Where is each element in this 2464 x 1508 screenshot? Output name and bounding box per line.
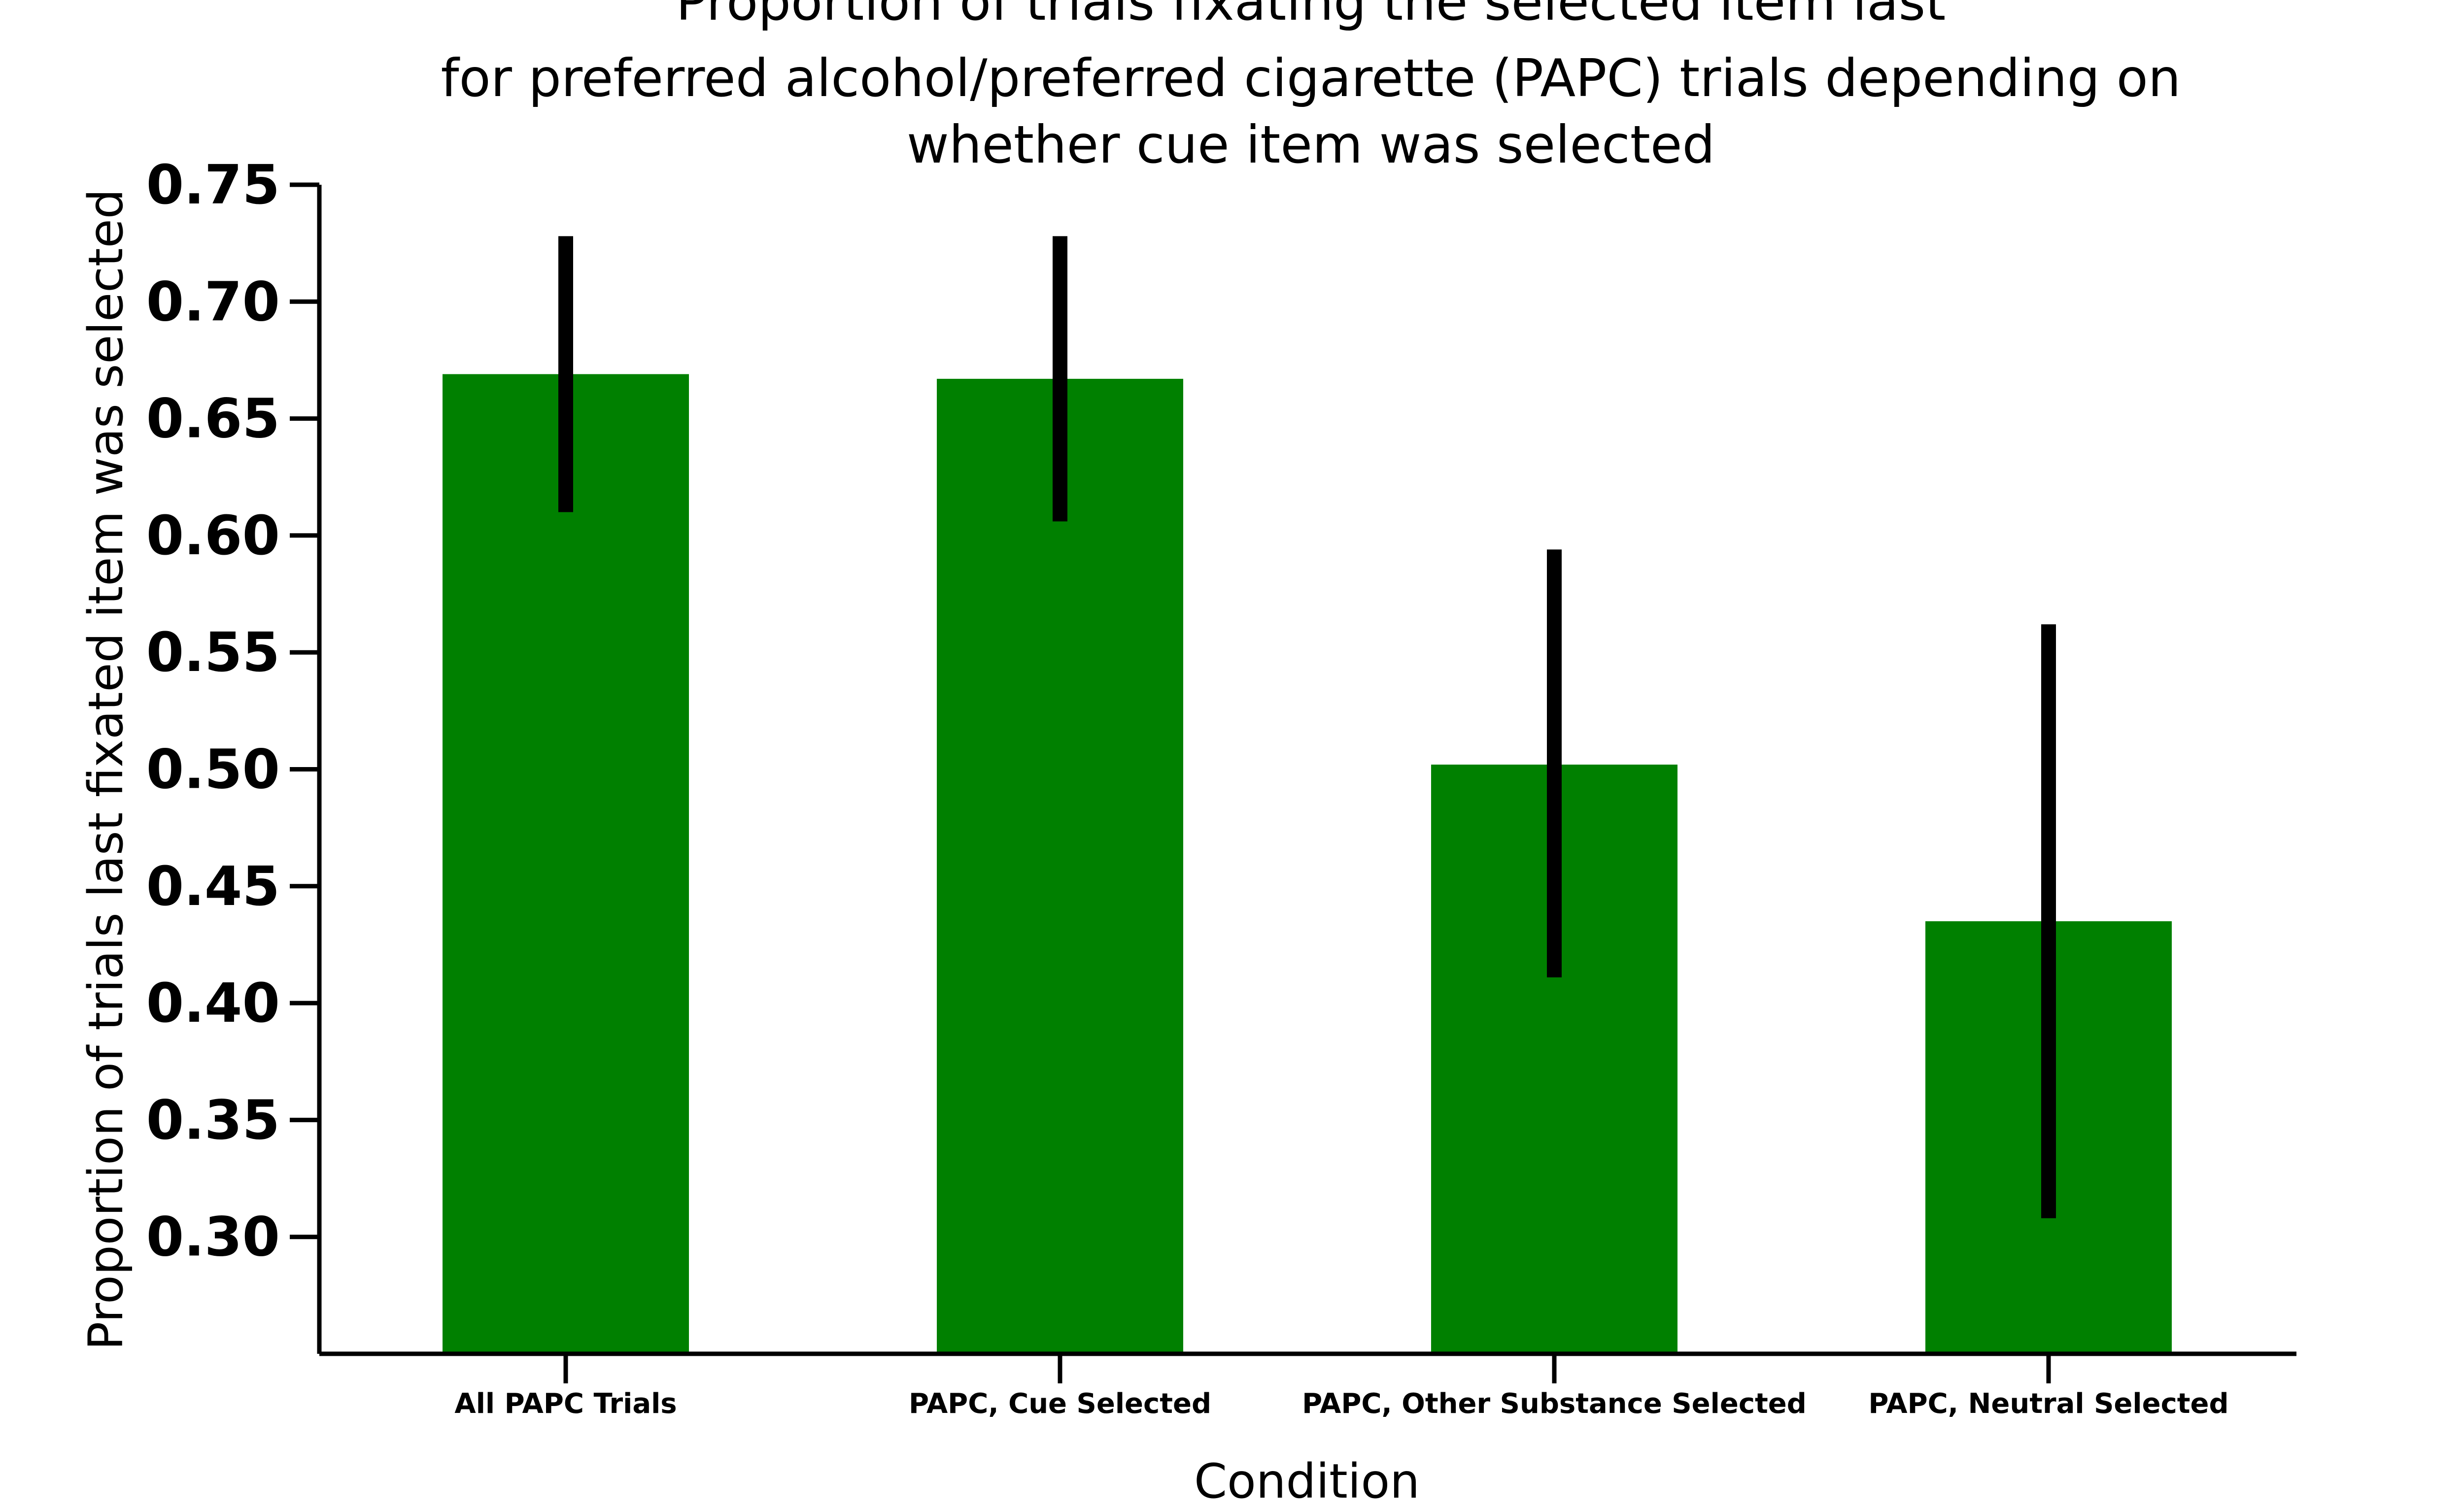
x-tick-label: PAPC, Other Substance Selected [1302, 1388, 1807, 1420]
x-tick-label: All PAPC Trials [454, 1388, 677, 1420]
chart-title: Proportion of trials fixating the select… [441, 0, 2181, 175]
y-axis: 0.30 0.35 0.40 0.45 0.50 0.55 0.60 0.65 0.70 0.75 [146, 153, 322, 1354]
x-tick-label: PAPC, Cue Selected [909, 1388, 1211, 1420]
y-tick-label: 0.55 [146, 621, 280, 684]
title-line: for preferred alcohol/preferred cigarett… [441, 48, 2181, 108]
x-tick-label: PAPC, Neutral Selected [1868, 1388, 2228, 1420]
title-line: whether cue item was selected [907, 115, 1715, 175]
y-tick-label: 0.30 [146, 1206, 280, 1269]
y-tick-label: 0.70 [146, 270, 280, 333]
bar [937, 378, 1183, 1354]
y-tick-label: 0.60 [146, 504, 280, 567]
y-tick-label: 0.35 [146, 1088, 280, 1151]
bar [443, 374, 689, 1354]
x-axis-label: Condition [1194, 1454, 1420, 1506]
y-tick-label: 0.45 [146, 855, 280, 918]
y-tick-label: 0.65 [146, 387, 280, 450]
y-tick-label: 0.50 [146, 738, 280, 801]
y-tick-label: 0.75 [146, 153, 280, 216]
y-tick-label: 0.40 [146, 972, 280, 1035]
y-axis-label: Proportion of trials last fixated item w… [78, 189, 134, 1350]
error-bars-group [558, 236, 2056, 1218]
title-line: Proportion of trials fixating the select… [676, 0, 1946, 32]
x-axis: All PAPC Trials PAPC, Cue Selected PAPC, O… [319, 1351, 2296, 1420]
bars-group [443, 374, 2172, 1354]
